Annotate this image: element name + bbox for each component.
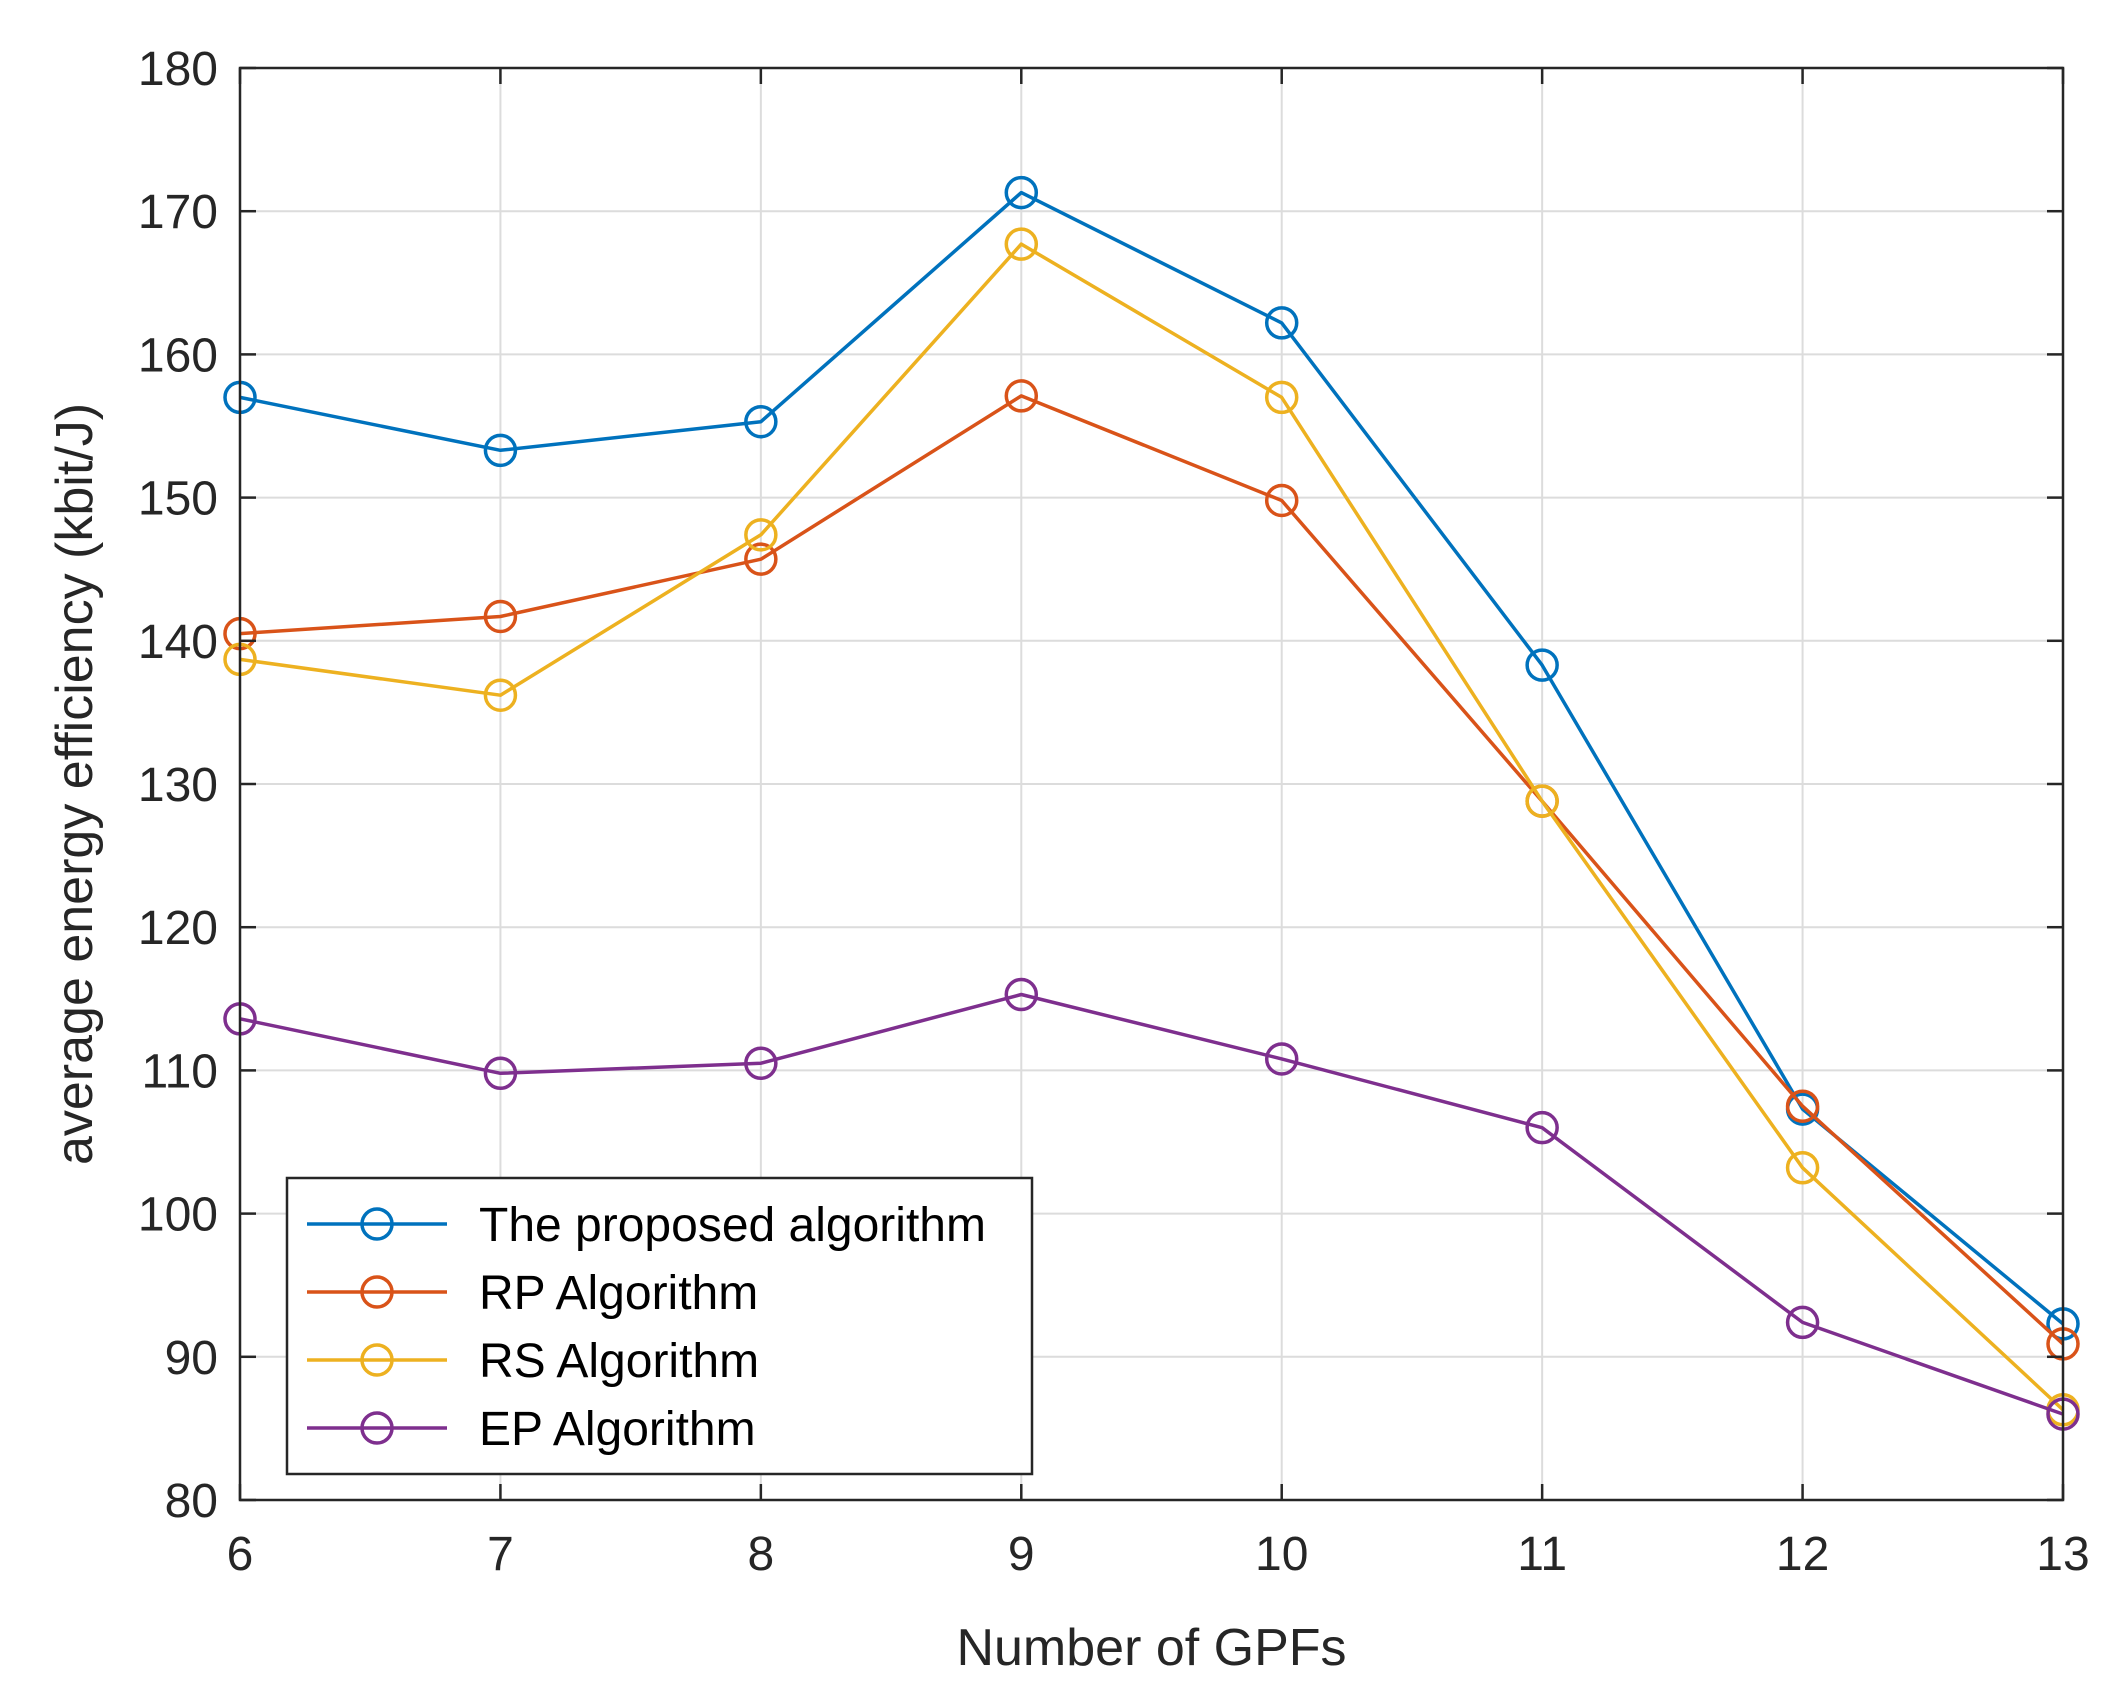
legend-items: The proposed algorithm RP Algorithm RS Alg… — [307, 1199, 986, 1456]
data-point — [483, 1056, 518, 1091]
x-tick-label: 10 — [1255, 1528, 1308, 1581]
data-point — [483, 678, 518, 712]
series-line — [239, 394, 2065, 1346]
y-tick-label: 90 — [165, 1332, 218, 1385]
y-tick-labels: 80 90 100 110 120 130 140 150 160 170 180 — [138, 43, 218, 1528]
y-tick-label: 100 — [138, 1189, 218, 1242]
legend-item: EP Algorithm — [307, 1403, 756, 1456]
legend-label: RP Algorithm — [479, 1267, 758, 1320]
legend-label: The proposed algorithm — [479, 1199, 986, 1252]
y-tick-label: 120 — [138, 902, 218, 955]
y-tick-label: 80 — [165, 1475, 218, 1528]
y-tick-label: 170 — [138, 186, 218, 239]
y-tick-label: 180 — [138, 43, 218, 96]
data-point — [1525, 1110, 1559, 1145]
x-tick-label: 7 — [487, 1528, 514, 1581]
series-1 — [223, 175, 2080, 1341]
x-tick-label: 12 — [1776, 1528, 1829, 1581]
y-tick-label: 160 — [138, 329, 218, 382]
x-tick-label: 11 — [1517, 1528, 1567, 1581]
data-point — [744, 518, 778, 552]
x-axis-label: Number of GPFs — [956, 1619, 1346, 1677]
tick-marks — [238, 66, 2065, 1502]
data-point — [483, 599, 518, 634]
y-tick-label: 150 — [138, 473, 218, 526]
legend-item: RS Algorithm — [307, 1335, 759, 1388]
data-point — [1525, 648, 1559, 682]
legend-label: RS Algorithm — [479, 1335, 759, 1388]
data-point — [744, 404, 778, 439]
x-tick-labels: 6 7 8 9 10 11 12 13 — [227, 1528, 2090, 1581]
data-point — [744, 542, 778, 576]
data-point — [1264, 1042, 1299, 1076]
data-point — [1004, 175, 1039, 210]
data-point — [1785, 1305, 1820, 1340]
y-tick-label: 110 — [141, 1045, 218, 1098]
data-point — [483, 433, 518, 468]
y-tick-label: 140 — [138, 616, 218, 669]
legend-label: EP Algorithm — [479, 1403, 756, 1456]
data-point — [744, 1046, 778, 1080]
series-line — [239, 190, 2065, 1326]
series-line — [239, 242, 2065, 1412]
data-point — [1004, 379, 1039, 413]
x-tick-label: 9 — [1008, 1528, 1035, 1581]
legend: The proposed algorithm RP Algorithm RS Alg… — [285, 1176, 1034, 1476]
y-tick-label: 130 — [138, 759, 218, 812]
data-point — [1264, 380, 1299, 415]
legend-item: RP Algorithm — [307, 1267, 758, 1320]
data-point — [1525, 784, 1559, 818]
legend-marker — [360, 1275, 394, 1309]
y-axis-label: average energy efficiency (kbit/J) — [46, 403, 104, 1165]
data-point — [1785, 1151, 1820, 1185]
data-point — [1004, 977, 1039, 1012]
legend-item: The proposed algorithm — [307, 1199, 986, 1252]
legend-marker — [360, 1343, 394, 1377]
x-tick-label: 13 — [2036, 1528, 2089, 1581]
data-point — [1264, 483, 1299, 518]
legend-box — [285, 1176, 1034, 1476]
series-line — [239, 992, 2064, 1416]
x-tick-label: 8 — [748, 1528, 775, 1581]
x-tick-label: 6 — [227, 1528, 254, 1581]
data-point — [1785, 1089, 1820, 1123]
legend-marker — [360, 1207, 394, 1241]
legend-marker — [360, 1411, 394, 1445]
data-point — [1264, 306, 1299, 340]
data-point — [1004, 227, 1039, 261]
